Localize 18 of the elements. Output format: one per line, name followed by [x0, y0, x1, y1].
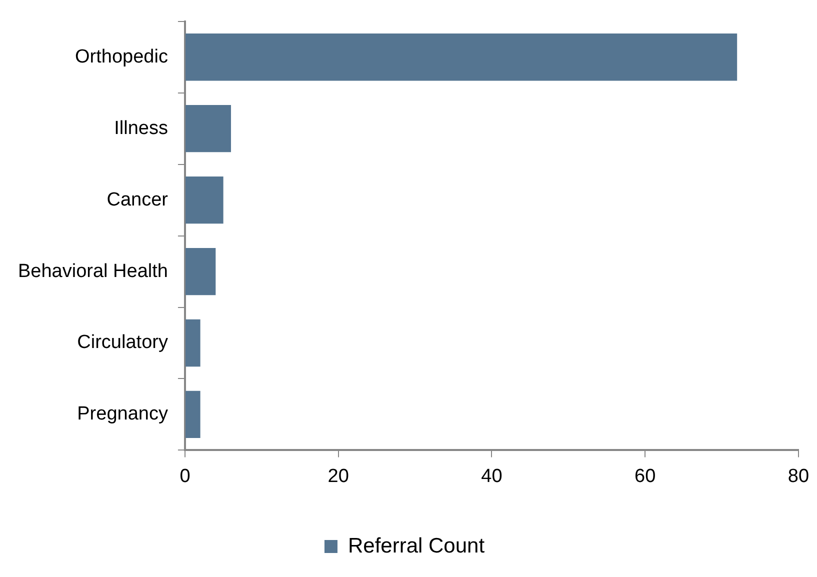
y-tick-label: Behavioral Health — [18, 260, 168, 282]
bar — [185, 176, 224, 224]
bar — [185, 105, 231, 152]
y-tick-label: Pregnancy — [77, 404, 168, 425]
y-tick-label: Circulatory — [77, 332, 168, 354]
bar — [185, 390, 200, 438]
x-tick-label: 40 — [481, 466, 502, 487]
y-tick-label: Cancer — [106, 189, 169, 210]
x-tick-label: 60 — [634, 466, 656, 487]
bar — [185, 248, 216, 296]
bar — [185, 319, 200, 367]
y-tick-label: Orthopedic — [75, 46, 168, 68]
x-tick-label: 20 — [328, 466, 349, 487]
x-tick-label: 80 — [788, 466, 810, 487]
legend-label: Referral Count — [348, 534, 485, 558]
y-tick-label: Illness — [114, 118, 168, 139]
x-tick-label: 0 — [180, 466, 190, 487]
bar — [185, 34, 738, 81]
